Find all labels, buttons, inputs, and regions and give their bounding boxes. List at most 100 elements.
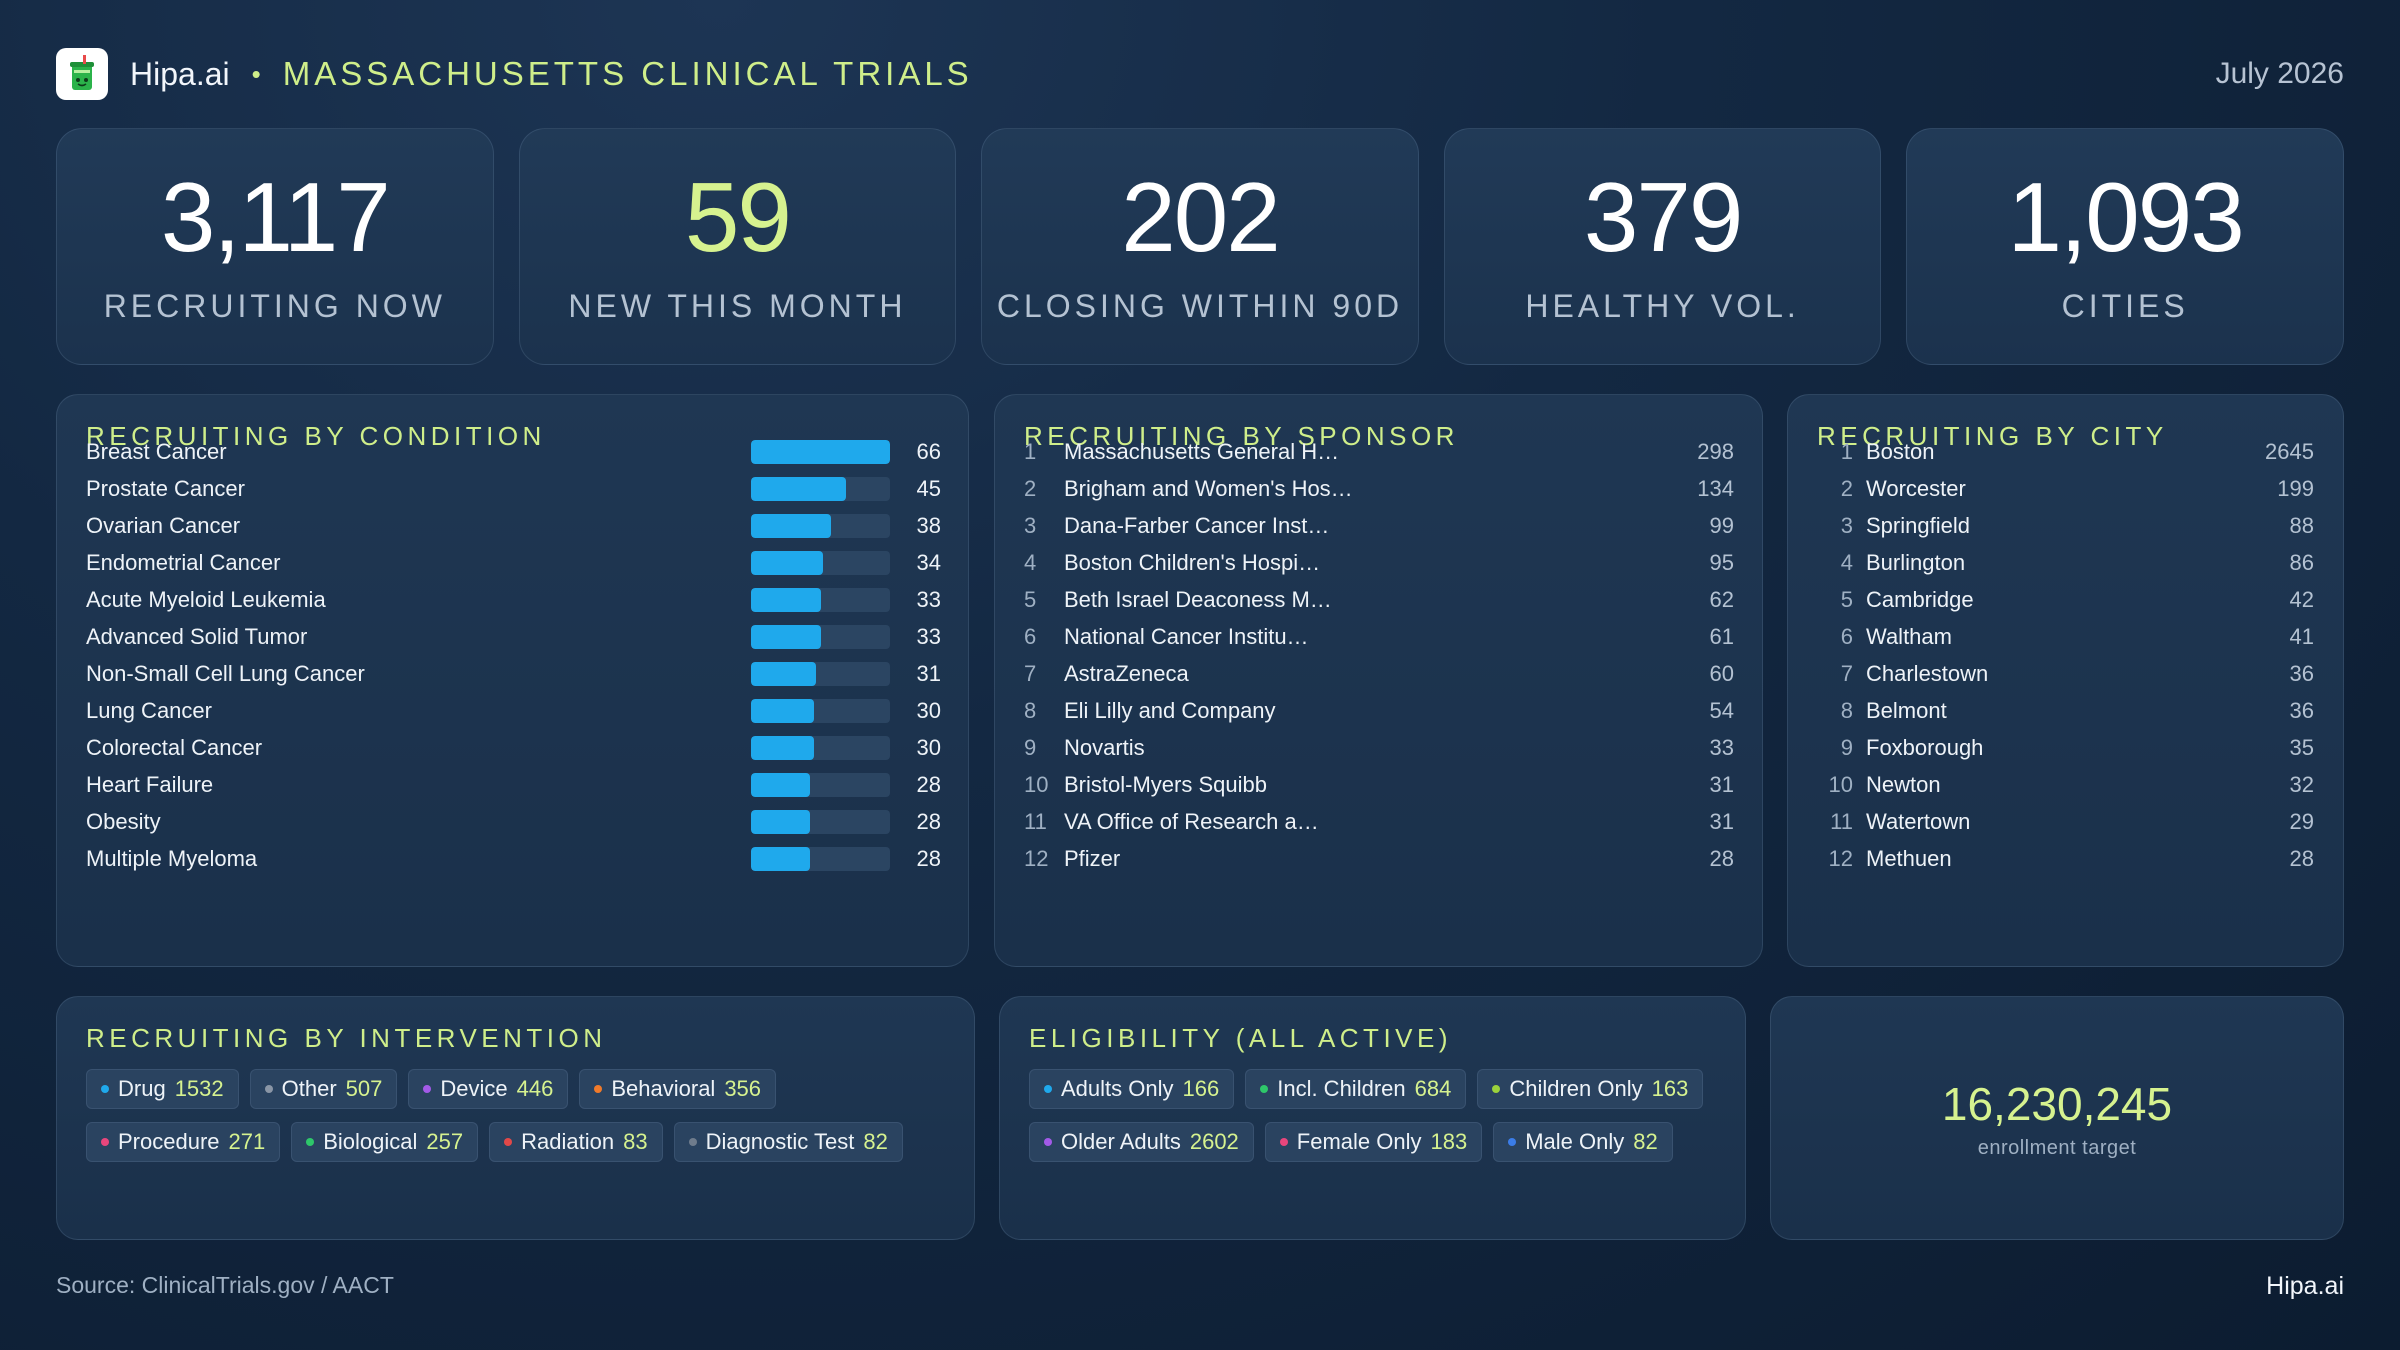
status-dot-icon	[264, 1085, 273, 1093]
condition-bar-track	[751, 624, 890, 649]
condition-bar	[751, 513, 832, 538]
intervention-chip-label: Behavioral	[611, 1076, 716, 1101]
condition-row: Obesity 28	[86, 803, 941, 840]
intervention-chip-count: 271	[228, 1129, 266, 1154]
sponsor-row: 6 National Cancer Institu… 61	[1024, 618, 1734, 655]
condition-count: 30	[916, 697, 941, 723]
sponsor-rank: 4	[1024, 549, 1037, 575]
city-row: 5 Cambridge 42	[1817, 581, 2314, 618]
kpi-card-healthy: 379 HEALTHY VOL.	[1443, 128, 1882, 365]
kpi-label: HEALTHY VOL.	[1525, 288, 1800, 324]
city-row: 8 Belmont 36	[1817, 692, 2314, 729]
sponsor-count: 31	[1709, 771, 1734, 797]
condition-bar	[751, 550, 823, 575]
eligibility-chip-label: Male Only	[1525, 1129, 1625, 1154]
sponsor-rank: 8	[1024, 697, 1037, 723]
condition-bar	[751, 587, 821, 612]
sponsor-row: 8 Eli Lilly and Company 54	[1024, 692, 1734, 729]
sponsor-count: 28	[1709, 845, 1734, 871]
condition-row: Advanced Solid Tumor 33	[86, 618, 941, 655]
kpi-value: 202	[1121, 162, 1281, 272]
condition-bar-track	[751, 587, 890, 612]
city-rank: 8	[1840, 697, 1853, 723]
condition-row: Breast Cancer 66	[86, 433, 941, 470]
eligibility-chip-label: Adults Only	[1061, 1076, 1174, 1101]
city-count: 41	[2289, 623, 2314, 649]
city-row: 6 Waltham 41	[1817, 618, 2314, 655]
panel-title: RECRUITING BY SPONSOR	[1024, 421, 1459, 451]
condition-row: Endometrial Cancer 34	[86, 544, 941, 581]
city-rank: 11	[1830, 808, 1853, 834]
condition-name: Breast Cancer	[86, 438, 227, 464]
intervention-chip-label: Drug	[118, 1076, 166, 1101]
intervention-chip: Radiation 83	[489, 1122, 663, 1162]
sponsor-name: VA Office of Research a…	[1064, 808, 1319, 834]
city-rank: 1	[1840, 438, 1853, 464]
condition-bar	[751, 476, 846, 501]
condition-count: 33	[916, 623, 941, 649]
condition-name: Colorectal Cancer	[86, 734, 263, 760]
condition-bar	[751, 439, 890, 464]
city-rank: 10	[1828, 771, 1853, 797]
enrollment-value: 16,230,245	[1941, 1078, 2173, 1130]
city-rank: 12	[1828, 845, 1853, 871]
status-dot-icon	[688, 1138, 697, 1146]
condition-bar	[751, 661, 817, 686]
kpi-card-closing: 202 CLOSING WITHIN 90D	[981, 128, 1419, 365]
kpi-row: 3,117 RECRUITING NOW 59 NEW THIS MONTH 2…	[56, 128, 2344, 365]
source-note: Source: ClinicalTrials.gov / AACT	[56, 1272, 394, 1298]
intervention-chip-label: Procedure	[118, 1129, 220, 1154]
condition-bar-track	[751, 439, 890, 464]
status-dot-icon	[306, 1138, 315, 1146]
sponsor-row: 1 Massachusetts General H… 298	[1024, 433, 1734, 470]
eligibility-chip-count: 183	[1430, 1129, 1468, 1154]
condition-count: 30	[916, 734, 941, 760]
intervention-chip: Other 507	[249, 1069, 398, 1109]
sponsor-row: 11 VA Office of Research a… 31	[1024, 803, 1734, 840]
intervention-chip-label: Diagnostic Test	[705, 1129, 855, 1154]
condition-row: Lung Cancer 30	[86, 692, 941, 729]
eligibility-chip-label: Older Adults	[1061, 1129, 1181, 1154]
intervention-panel: RECRUITING BY INTERVENTION Drug 1532 Other…	[56, 996, 975, 1240]
city-count: 199	[2277, 475, 2314, 501]
condition-name: Heart Failure	[86, 771, 214, 797]
city-name: Watertown	[1866, 808, 1971, 834]
kpi-label: RECRUITING NOW	[103, 288, 446, 324]
city-rank: 9	[1840, 734, 1853, 760]
sponsor-name: Pfizer	[1064, 845, 1121, 871]
city-name: Foxborough	[1866, 734, 1984, 760]
condition-bar	[751, 735, 815, 760]
intervention-chip-count: 1532	[174, 1076, 224, 1101]
sponsor-count: 134	[1697, 475, 1734, 501]
city-name: Newton	[1866, 771, 1941, 797]
condition-row: Multiple Myeloma 28	[86, 840, 941, 877]
eligibility-chips: Adults Only 166 Incl. Children 684 Children …	[1029, 1069, 1719, 1162]
condition-bar	[751, 809, 810, 834]
sponsor-name: Novartis	[1064, 734, 1145, 760]
condition-count: 31	[916, 660, 941, 686]
condition-count: 45	[916, 475, 941, 501]
sponsor-name: Massachusetts General H…	[1064, 438, 1340, 464]
kpi-value: 59	[684, 162, 792, 272]
city-row: 3 Springfield 88	[1817, 507, 2314, 544]
sponsor-row: 2 Brigham and Women's Hos… 134	[1024, 470, 1734, 507]
drink-cup-icon	[56, 48, 108, 100]
sponsor-count: 33	[1709, 734, 1734, 760]
condition-bar-track	[751, 550, 890, 575]
sponsor-row: 7 AstraZeneca 60	[1024, 655, 1734, 692]
city-panel: RECRUITING BY CITY 1 Boston 2645 2 Worcester…	[1787, 394, 2344, 967]
intervention-chip: Drug 1532	[86, 1069, 239, 1109]
kpi-label: CITIES	[2061, 288, 2189, 324]
condition-name: Endometrial Cancer	[86, 549, 281, 575]
condition-name: Lung Cancer	[86, 697, 212, 723]
condition-bar-track	[751, 513, 890, 538]
condition-name: Multiple Myeloma	[86, 845, 258, 871]
intervention-chip-label: Other	[281, 1076, 337, 1101]
kpi-value: 3,117	[160, 162, 391, 272]
status-dot-icon	[1260, 1085, 1269, 1093]
city-count: 86	[2289, 549, 2314, 575]
condition-panel: RECRUITING BY CONDITION Breast Cancer 66 P…	[56, 394, 969, 967]
condition-name: Advanced Solid Tumor	[86, 623, 308, 649]
city-name: Cambridge	[1866, 586, 1974, 612]
sponsor-panel: RECRUITING BY SPONSOR 1 Massachusetts Gen…	[994, 394, 1763, 967]
